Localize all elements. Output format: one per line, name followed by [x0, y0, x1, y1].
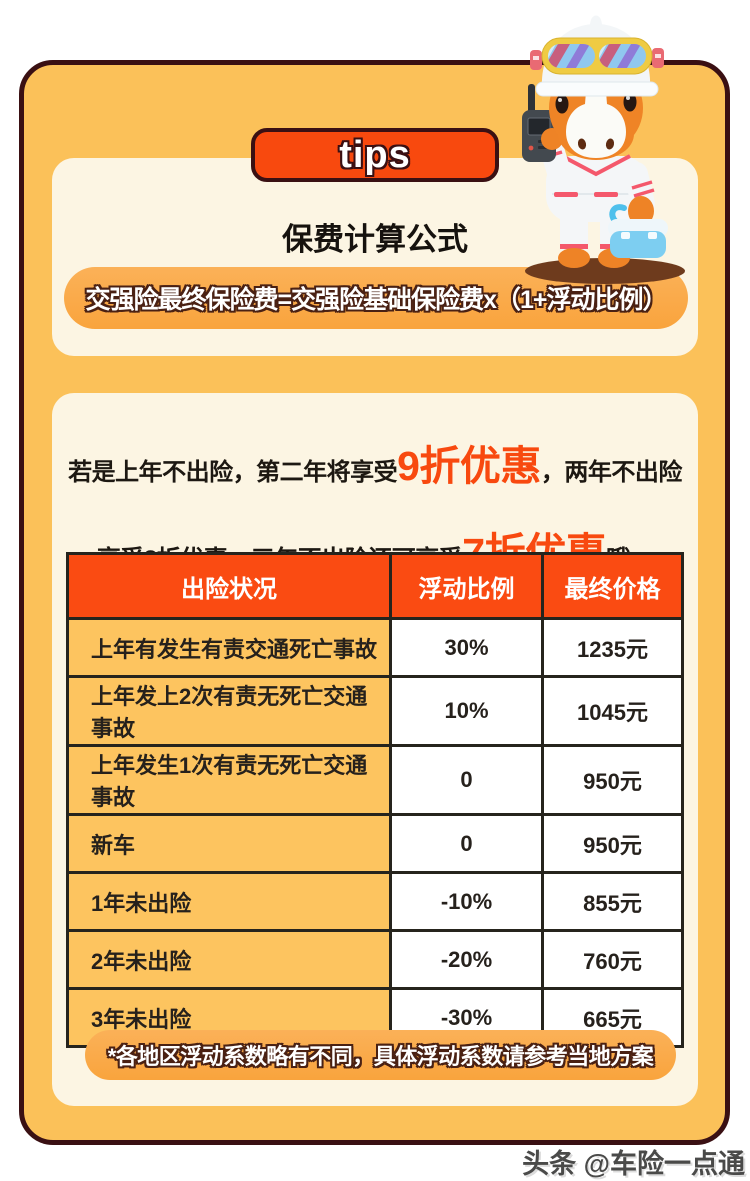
table-cell-ratio: 0 [389, 813, 545, 874]
intro-line1-tail: ，两年不出险 [540, 459, 683, 486]
table-cell-ratio: 10% [389, 675, 545, 747]
table-row: 上年发上2次有责无死亡交通事故 10% 1045元 [65, 675, 684, 747]
table-row: 1年未出险 -10% 855元 [65, 871, 684, 932]
mascot-arm-box [608, 162, 668, 258]
table-cell-condition: 新车 [65, 813, 393, 874]
table-cell-condition: 1年未出险 [65, 871, 393, 932]
tips-badge: tips [251, 128, 499, 182]
intro-line1-highlight: 9折优惠 [397, 443, 541, 489]
table-row: 上年有发生有责交通死亡事故 30% 1235元 [65, 617, 684, 678]
table-header-ratio: 浮动比例 [389, 552, 545, 620]
table-cell-ratio: 0 [389, 744, 545, 816]
table-cell-price: 950元 [541, 813, 684, 874]
table-cell-price: 950元 [541, 744, 684, 816]
rate-table: 出险状况 浮动比例 最终价格 上年有发生有责交通死亡事故 30% 1235元 上… [65, 552, 684, 1048]
formula-text: 交强险最终保险费=交强险基础保险费x（1+浮动比例） [85, 286, 667, 314]
table-cell-ratio: 30% [389, 617, 545, 678]
table-cell-price: 760元 [541, 929, 684, 990]
table-cell-ratio: -20% [389, 929, 545, 990]
table-header-price: 最终价格 [541, 552, 684, 620]
mascot-rescue-pony [522, 15, 685, 284]
footnote-pill: *各地区浮动系数略有不同，具体浮动系数请参考当地方案 [85, 1030, 676, 1080]
formula-card-title: 保费计算公式 [282, 222, 468, 257]
discount-intro-line1: 若是上年不出险，第二年将享受9折优惠，两年不出险 [62, 426, 688, 513]
table-cell-price: 855元 [541, 871, 684, 932]
table-cell-price: 1235元 [541, 617, 684, 678]
table-header-row: 出险状况 浮动比例 最终价格 [65, 552, 684, 620]
mascot-arm-walkie [522, 84, 572, 188]
table-cell-price: 1045元 [541, 675, 684, 747]
table-row: 新车 0 950元 [65, 813, 684, 874]
table-row: 上年发生1次有责无死亡交通事故 0 950元 [65, 744, 684, 816]
table-cell-condition: 2年未出险 [65, 929, 393, 990]
table-row: 2年未出险 -20% 760元 [65, 929, 684, 990]
footnote-text: *各地区浮动系数略有不同，具体浮动系数请参考当地方案 [107, 1044, 654, 1069]
table-cell-ratio: -10% [389, 871, 545, 932]
intro-line1-text: 若是上年不出险，第二年将享受 [68, 459, 398, 486]
watermark: 头条 @车险一点通 [522, 1149, 745, 1179]
goggles-icon [530, 37, 664, 75]
table-cell-condition: 上年有发生有责交通死亡事故 [65, 617, 393, 678]
table-cell-condition: 上年发生1次有责无死亡交通事故 [65, 744, 393, 816]
mascot-hand-left [628, 196, 654, 226]
table-cell-condition: 上年发上2次有责无死亡交通事故 [65, 675, 393, 747]
first-aid-box-icon [608, 219, 668, 258]
tips-badge-label: tips [339, 133, 411, 176]
table-header-condition: 出险状况 [65, 552, 393, 620]
